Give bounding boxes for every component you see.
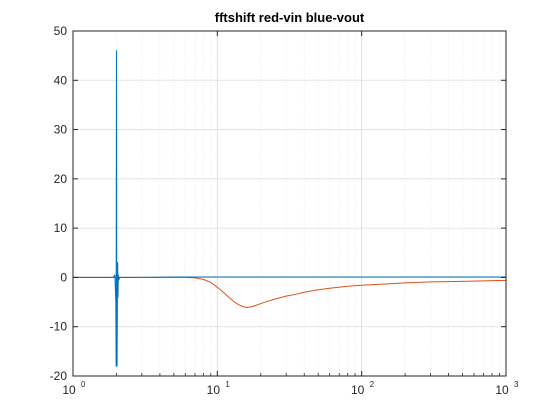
plot-area (73, 31, 506, 376)
y-tick-label: 10 (54, 221, 68, 235)
axes-box (72, 30, 507, 377)
y-tick-label: 20 (54, 172, 68, 186)
series-red-line (73, 276, 507, 308)
series-blue-line (73, 50, 506, 367)
x-tick-label: 10 (351, 383, 365, 397)
x-tick-label: 10 (62, 383, 76, 397)
y-tick-label: 40 (54, 73, 68, 87)
series-group (73, 50, 507, 367)
x-tick-exponent: 1 (225, 380, 230, 389)
x-tick-label: 10 (495, 383, 509, 397)
y-tick-label: -10 (50, 320, 68, 334)
y-tick-label: 0 (60, 270, 67, 284)
chart-title: fftshift red-vin blue-vout (215, 10, 365, 25)
x-tick-exponent: 3 (514, 380, 519, 389)
y-tick-label: -20 (50, 369, 68, 383)
x-tick-label: 10 (207, 383, 221, 397)
ticks: 10 0 10 1 10 2 10 3 50 40 30 20 10 0 -10 -20 (50, 24, 519, 397)
grid (73, 31, 506, 376)
x-tick-exponent: 2 (370, 380, 375, 389)
x-tick-exponent: 0 (81, 380, 86, 389)
y-tick-label: 30 (54, 123, 68, 137)
y-tick-label: 50 (54, 24, 68, 38)
